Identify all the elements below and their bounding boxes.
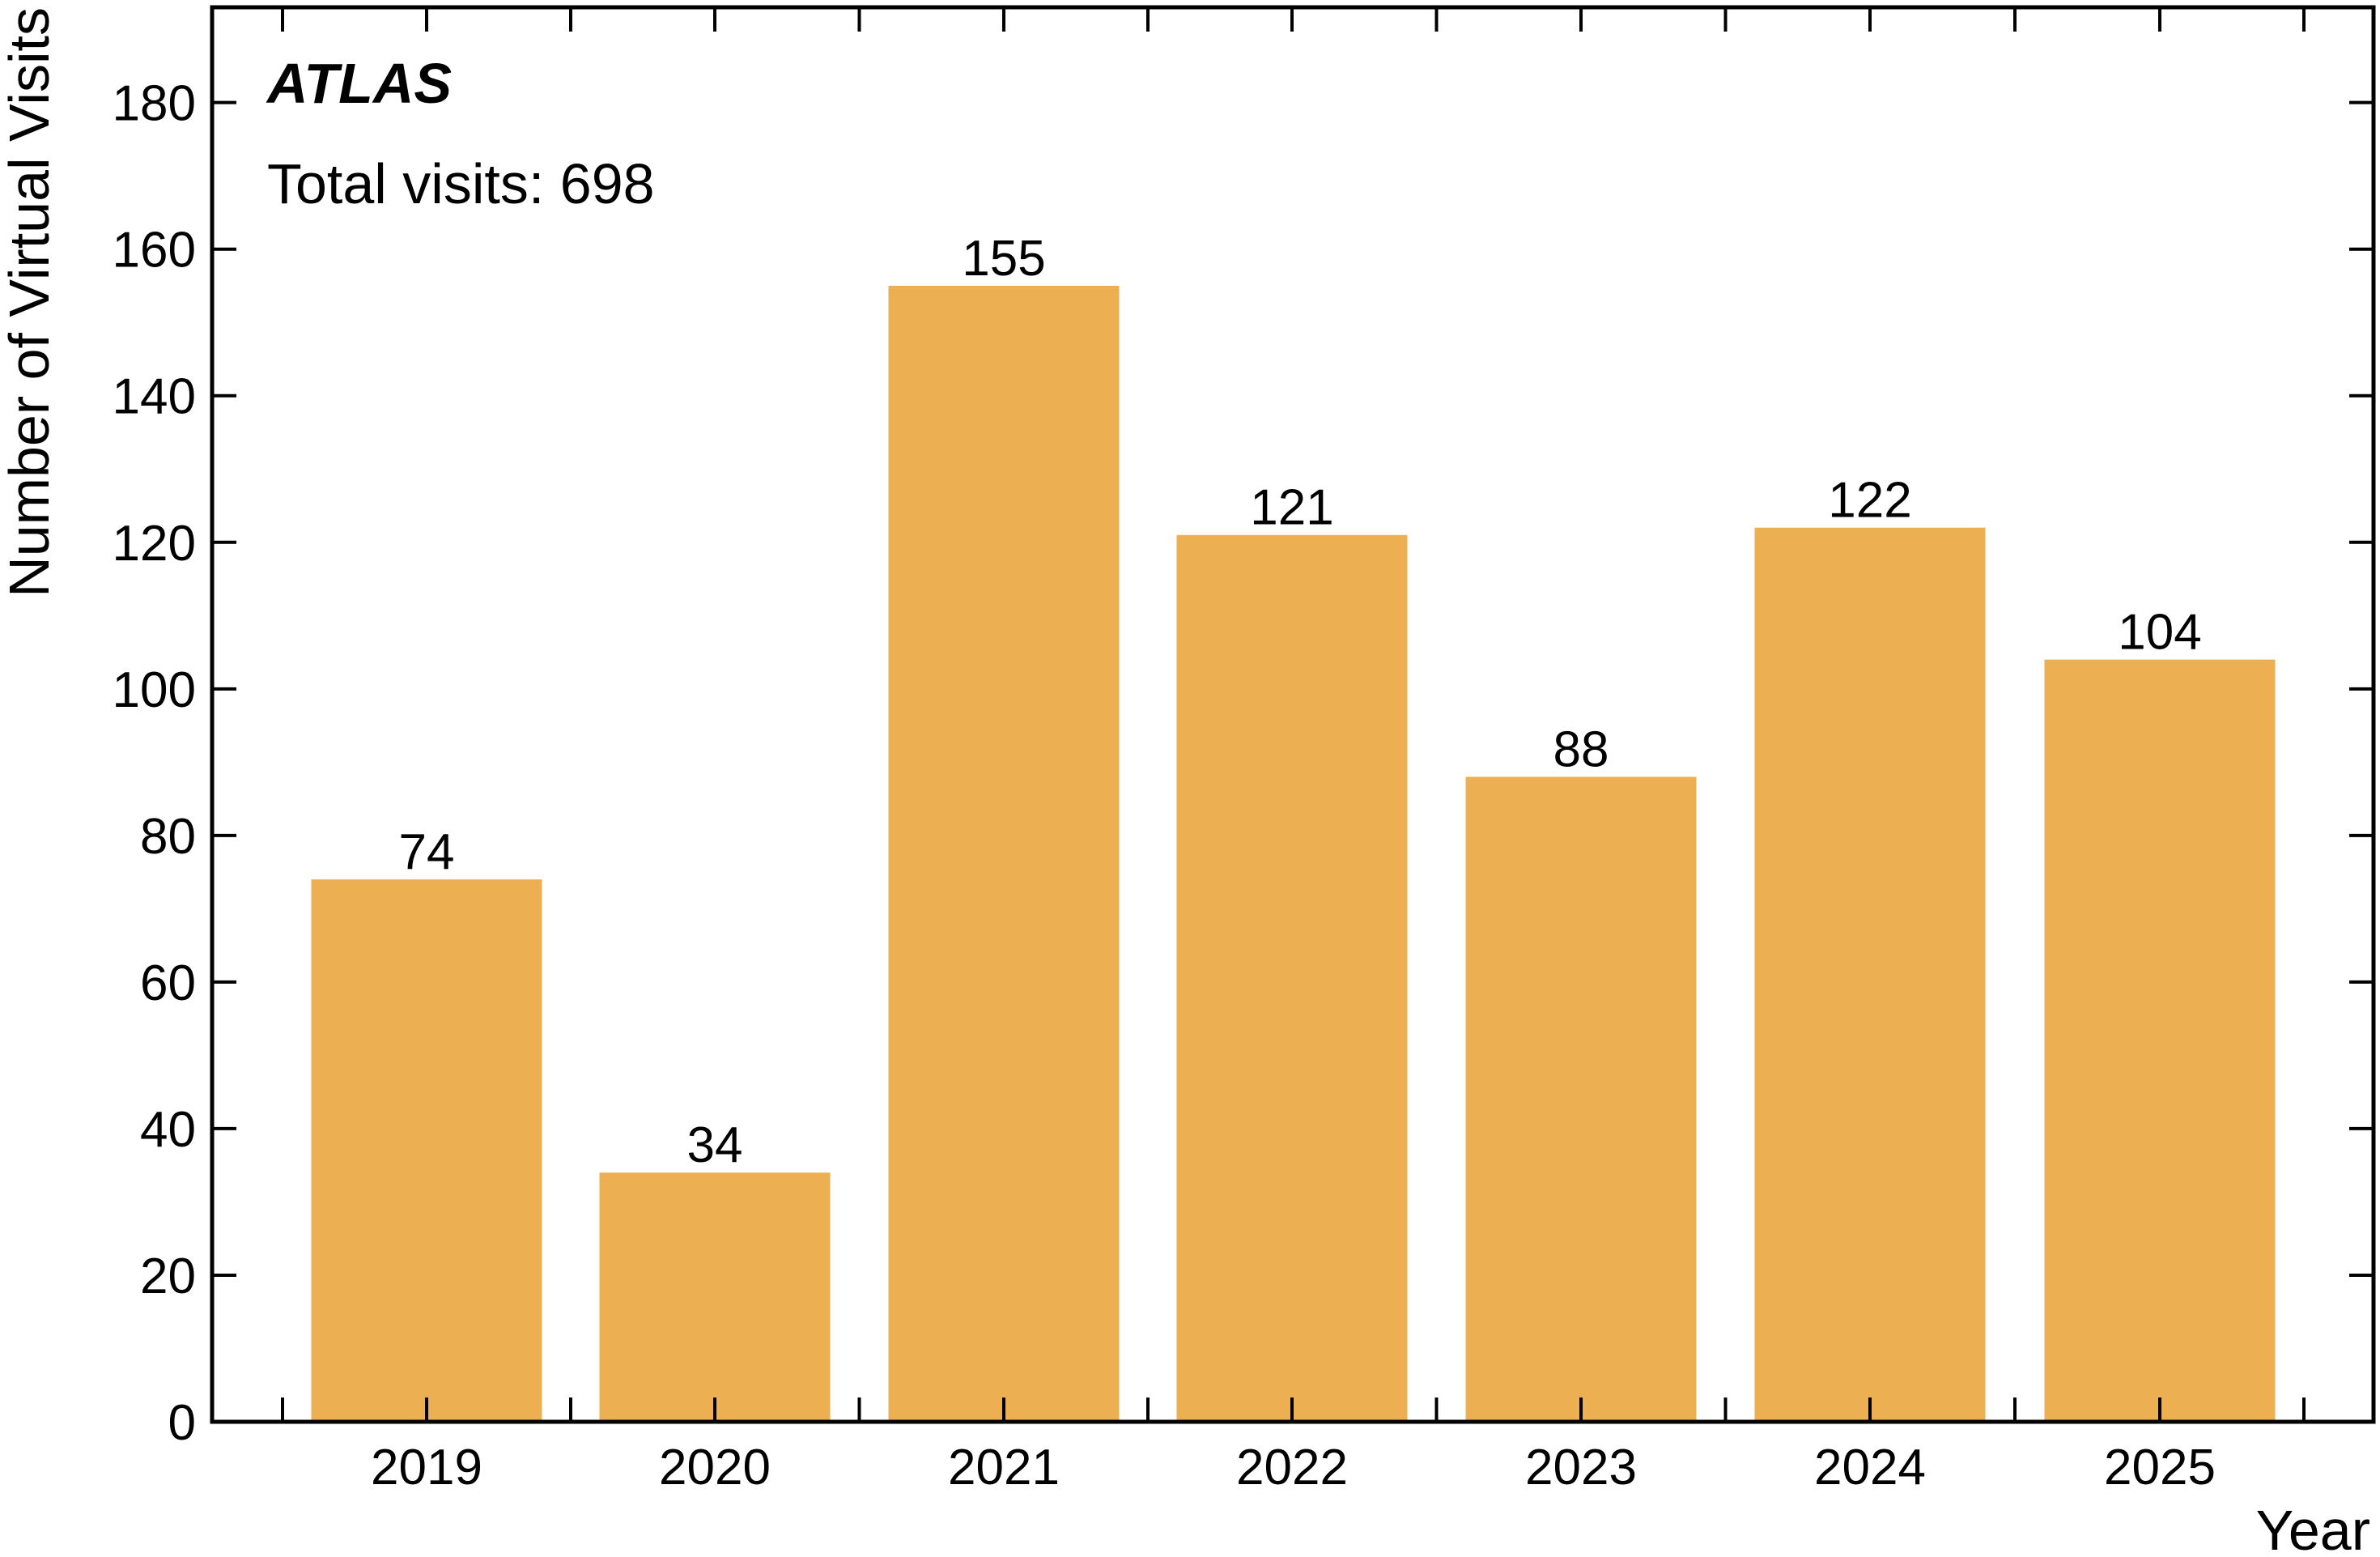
y-tick-label-180: 180 bbox=[113, 76, 196, 132]
x-tick-label-2019: 2019 bbox=[371, 1440, 482, 1495]
bar-value-label-2019: 74 bbox=[399, 824, 455, 880]
x-tick-label-2024: 2024 bbox=[1814, 1440, 1926, 1495]
bar-value-label-2022: 121 bbox=[1250, 480, 1333, 536]
x-tick-label-2021: 2021 bbox=[948, 1440, 1060, 1495]
total-visits-annotation: Total visits: 698 bbox=[267, 152, 655, 215]
bars-layer bbox=[311, 285, 2276, 1423]
experiment-label: ATLAS bbox=[266, 52, 452, 115]
x-tick-label-2020: 2020 bbox=[659, 1440, 771, 1495]
y-tick-label-20: 20 bbox=[140, 1249, 196, 1304]
bar-2024 bbox=[1754, 527, 1986, 1423]
y-tick-label-40: 40 bbox=[140, 1102, 196, 1158]
y-tick-label-0: 0 bbox=[168, 1395, 196, 1451]
labels-layer: 74 2019 34 2020 155 2021 121 2022 88 2023 122 2024 1… bbox=[113, 76, 2216, 1495]
bar-value-label-2023: 88 bbox=[1553, 721, 1609, 777]
y-tick-label-120: 120 bbox=[113, 516, 196, 572]
x-tick-label-2022: 2022 bbox=[1236, 1440, 1348, 1495]
plot-frame bbox=[210, 5, 2376, 1424]
x-axis-title: Year bbox=[2256, 1499, 2370, 1557]
ticks-layer bbox=[212, 7, 2374, 1423]
y-tick-label-160: 160 bbox=[113, 223, 196, 279]
bar-2019 bbox=[311, 879, 542, 1422]
bar-value-label-2020: 34 bbox=[687, 1117, 743, 1173]
x-tick-label-2025: 2025 bbox=[2104, 1440, 2216, 1495]
bar-2021 bbox=[888, 285, 1120, 1423]
bar-2020 bbox=[599, 1172, 831, 1422]
bar-2025 bbox=[2044, 659, 2276, 1422]
bar-value-label-2021: 155 bbox=[962, 231, 1045, 287]
bar-value-label-2025: 104 bbox=[2118, 605, 2201, 661]
y-tick-label-140: 140 bbox=[113, 369, 196, 425]
bar-value-label-2024: 122 bbox=[1828, 473, 1911, 529]
bar-2023 bbox=[1465, 776, 1697, 1422]
y-axis-title: Number of Virtual Visits bbox=[0, 7, 61, 598]
y-tick-label-60: 60 bbox=[140, 955, 196, 1011]
y-tick-label-100: 100 bbox=[113, 662, 196, 718]
y-tick-label-80: 80 bbox=[140, 809, 196, 865]
x-tick-label-2023: 2023 bbox=[1525, 1440, 1637, 1495]
bar-2022 bbox=[1176, 534, 1408, 1422]
